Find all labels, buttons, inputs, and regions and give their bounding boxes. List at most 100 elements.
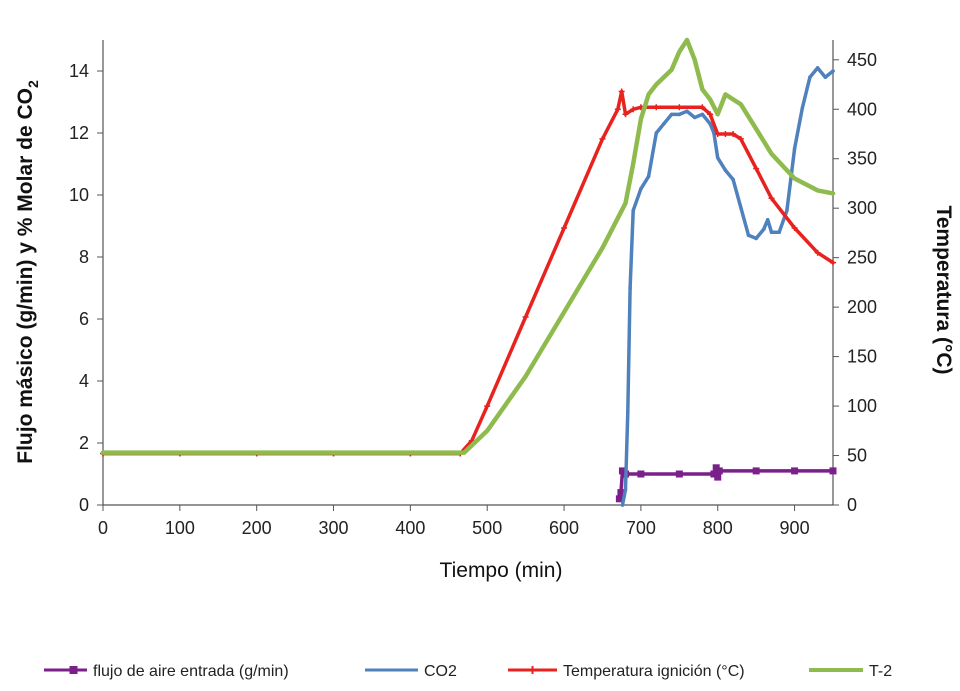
data-point — [628, 286, 632, 290]
data-point — [791, 467, 799, 475]
series-layer — [100, 37, 837, 507]
data-point — [830, 259, 836, 266]
left-tick-label: 6 — [79, 309, 89, 329]
series-co2 — [620, 66, 835, 507]
data-point — [408, 450, 413, 455]
data-point — [101, 450, 105, 455]
data-point — [331, 450, 336, 455]
data-point — [617, 489, 625, 497]
left-tick-label: 4 — [79, 371, 89, 391]
data-point — [792, 146, 797, 151]
data-point — [676, 104, 683, 111]
left-axis-title-subscript: 2 — [25, 80, 41, 88]
right-tick-label: 0 — [847, 495, 857, 515]
data-point — [731, 177, 735, 182]
data-point — [653, 104, 660, 111]
data-point — [630, 106, 637, 113]
data-point — [646, 92, 651, 97]
left-tick-label: 12 — [69, 123, 89, 143]
data-point — [746, 233, 751, 238]
right-axis-ticks: 0 50 100 150 200 250 300 350 400 450 — [833, 50, 877, 515]
data-point — [719, 102, 724, 107]
data-point — [618, 88, 625, 95]
data-point — [522, 314, 529, 321]
data-point — [254, 450, 259, 455]
data-point — [692, 115, 697, 120]
legend-item-co2: CO2 — [365, 663, 457, 680]
data-point — [738, 102, 743, 107]
left-axis-title-main: Flujo másico (g/min) y % Molar de CO — [14, 88, 37, 464]
data-point — [715, 112, 720, 117]
legend-item-flujo-de-aire-entrada-g-min: flujo de aire entrada (g/min) — [44, 663, 289, 680]
left-tick-label: 0 — [79, 495, 89, 515]
data-point — [769, 230, 774, 234]
data-point — [485, 428, 490, 433]
data-point — [677, 112, 682, 117]
right-tick-label: 300 — [847, 198, 877, 218]
left-tick-label: 10 — [69, 185, 89, 205]
data-point — [791, 224, 798, 231]
legend-label: flujo de aire entrada (g/min) — [93, 663, 289, 680]
data-point — [754, 127, 758, 131]
data-point — [753, 165, 760, 172]
legend-marker — [528, 666, 537, 674]
legend-label: CO2 — [424, 663, 457, 680]
data-point — [639, 187, 643, 191]
legend-item-temperatura-ignici-n-c: Temperatura ignición (°C) — [508, 663, 745, 680]
right-axis-title: Temperatura (°C) — [932, 205, 955, 374]
data-point — [730, 130, 737, 137]
data-point — [715, 156, 720, 160]
data-point — [831, 69, 835, 73]
data-point — [765, 218, 770, 222]
data-point — [631, 208, 636, 213]
x-tick-label: 0 — [98, 518, 108, 538]
right-tick-label: 200 — [847, 297, 877, 317]
data-point — [710, 470, 718, 478]
data-point — [626, 410, 630, 414]
data-point — [685, 38, 689, 42]
series-t-2 — [100, 37, 836, 455]
x-tick-label: 400 — [395, 518, 425, 538]
data-point — [654, 131, 659, 135]
data-point — [707, 111, 714, 118]
data-point — [768, 195, 775, 202]
x-tick-label: 300 — [319, 518, 349, 538]
data-point — [769, 151, 774, 156]
x-tick-label: 600 — [549, 518, 579, 538]
data-point — [692, 57, 697, 62]
legend-label: T-2 — [869, 663, 892, 680]
data-point — [562, 310, 566, 314]
right-tick-label: 150 — [847, 347, 877, 367]
x-tick-label: 900 — [780, 518, 810, 538]
x-axis-ticks: 0 100 200 300 400 500 600 700 800 900 — [98, 505, 810, 538]
x-tick-label: 500 — [472, 518, 502, 538]
data-point — [623, 201, 628, 206]
data-point — [699, 104, 706, 111]
data-point — [738, 205, 743, 210]
data-point — [654, 82, 659, 87]
data-point — [615, 495, 623, 503]
data-point — [815, 188, 820, 193]
left-tick-label: 8 — [79, 247, 89, 267]
data-point — [808, 75, 812, 79]
data-point — [714, 473, 722, 481]
data-point — [700, 87, 705, 92]
data-point — [714, 130, 721, 137]
data-point — [731, 97, 735, 102]
data-point — [669, 67, 674, 72]
data-point — [762, 227, 766, 231]
data-point — [669, 112, 674, 117]
x-tick-label: 700 — [626, 518, 656, 538]
data-point — [462, 450, 466, 455]
data-point — [599, 135, 606, 142]
data-point — [814, 249, 821, 256]
data-point — [675, 470, 683, 478]
data-point — [523, 374, 528, 379]
data-point — [723, 168, 728, 172]
data-point — [639, 117, 643, 121]
data-point — [800, 106, 805, 110]
data-point — [708, 97, 712, 102]
data-point — [722, 130, 729, 137]
